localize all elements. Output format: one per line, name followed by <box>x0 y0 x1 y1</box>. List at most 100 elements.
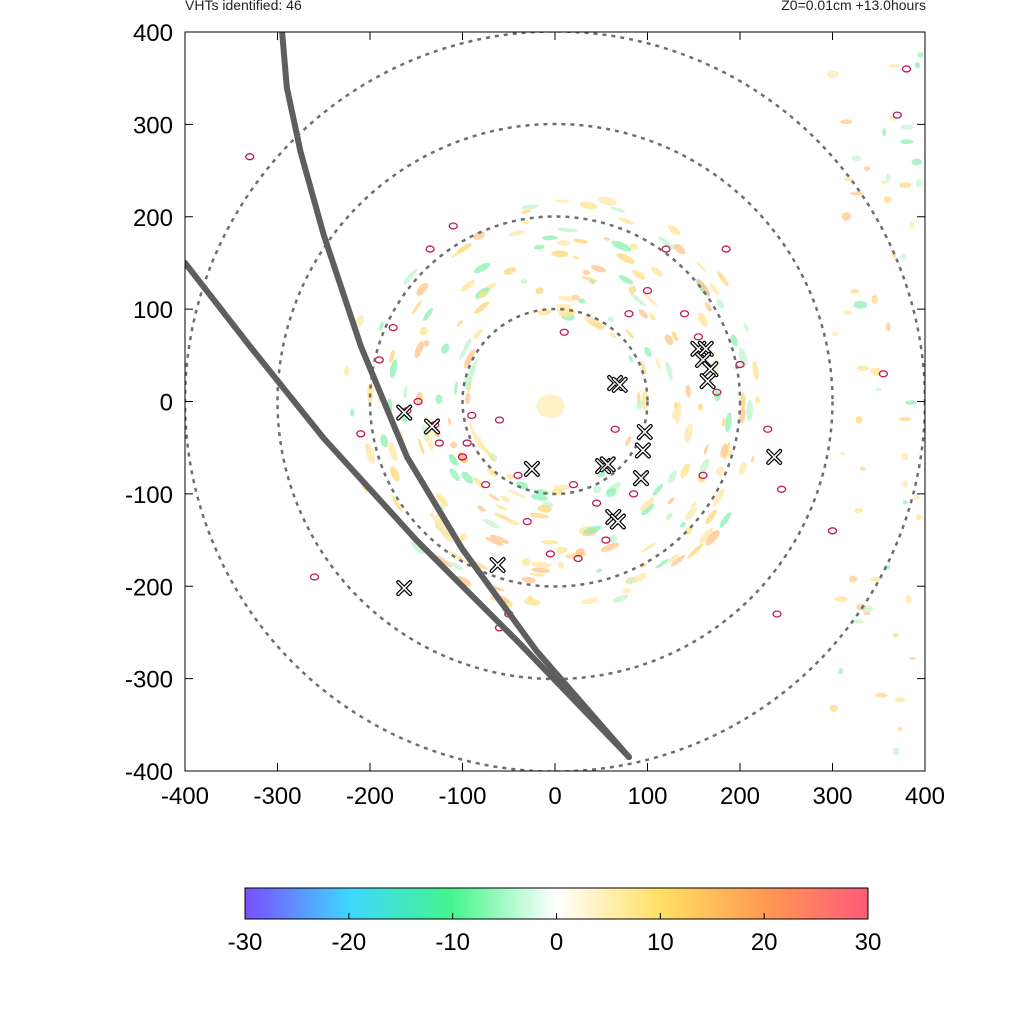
vorticity-patch <box>448 453 458 466</box>
vorticity-contour <box>901 65 912 73</box>
vorticity-patch <box>705 509 717 525</box>
vorticity-patch <box>738 462 747 476</box>
vorticity-contour <box>356 430 366 438</box>
vorticity-patch <box>590 265 607 273</box>
run-info-label: Z0=0.01cm +13.0hours <box>781 0 926 13</box>
vorticity-contour <box>545 550 556 558</box>
vorticity-contour <box>679 310 690 318</box>
vorticity-patch <box>419 326 428 336</box>
vorticity-patch <box>612 594 629 603</box>
vorticity-patch <box>626 578 636 585</box>
vorticity-patch <box>687 543 704 559</box>
vorticity-patch <box>608 534 618 543</box>
vht-marker <box>489 557 506 574</box>
vorticity-patch <box>640 360 647 375</box>
vht-marker-fill <box>634 471 648 485</box>
vorticity-patch <box>668 225 681 235</box>
vht-marker <box>599 456 616 473</box>
vorticity-patch <box>524 598 541 606</box>
vorticity-patch <box>583 315 599 325</box>
vorticity-patch <box>365 443 375 464</box>
vorticity-patch <box>507 518 520 526</box>
vorticity-patch <box>611 240 632 252</box>
vorticity-patch <box>665 361 673 381</box>
vorticity-patch <box>541 235 558 241</box>
vorticity-patch <box>917 52 924 58</box>
vht-marker <box>699 373 716 390</box>
vorticity-patch <box>520 278 528 284</box>
vorticity-patch <box>598 196 617 206</box>
vorticity-patch <box>834 596 848 602</box>
vorticity-patch <box>655 358 661 370</box>
vorticity-patch <box>541 540 558 545</box>
vorticity-patch <box>844 177 853 182</box>
vorticity-patch <box>871 294 878 304</box>
vorticity-patch <box>507 489 527 499</box>
vorticity-patch <box>478 291 487 299</box>
vorticity-patch <box>863 165 871 172</box>
vorticity-patch <box>900 253 907 261</box>
vorticity-patch <box>425 432 434 451</box>
vorticity-patch <box>555 303 573 309</box>
vorticity-patch <box>403 386 408 399</box>
vorticity-patch <box>657 236 676 250</box>
vorticity-patch <box>725 412 732 432</box>
y-tick-label: 0 <box>160 390 173 417</box>
vorticity-patch <box>618 274 634 285</box>
vorticity-contour <box>628 490 639 498</box>
vorticity-patch <box>902 480 909 488</box>
vorticity-patch <box>870 577 882 582</box>
vorticity-patch <box>639 497 655 511</box>
vorticity-patch <box>840 452 846 456</box>
vorticity-patch <box>643 293 658 307</box>
vorticity-patch <box>610 206 626 213</box>
vorticity-contour <box>309 573 320 581</box>
y-tick-label: -300 <box>125 667 173 694</box>
vorticity-patch <box>579 201 598 210</box>
vorticity-contour <box>601 536 611 544</box>
vorticity-patch <box>350 408 355 417</box>
vorticity-contour <box>878 370 889 378</box>
vht-marker <box>702 361 719 378</box>
vorticity-patch <box>474 262 491 274</box>
vorticity-patch <box>416 282 429 296</box>
vorticity-contour <box>388 323 398 332</box>
vht-marker-fill <box>397 581 412 595</box>
vorticity-patch <box>898 417 912 422</box>
vorticity-patch <box>680 463 691 478</box>
vorticity-patch <box>463 349 475 369</box>
vorticity-patch <box>852 619 864 624</box>
vorticity-patch <box>557 561 565 569</box>
vorticity-patch <box>449 551 468 563</box>
vorticity-patch <box>905 594 912 604</box>
vorticity-patch <box>746 399 754 422</box>
vorticity-patch <box>473 231 485 240</box>
vorticity-patch <box>429 512 441 525</box>
vorticity-patch <box>849 575 858 583</box>
vorticity-patch <box>750 455 755 463</box>
colorbar-tick-label: 20 <box>751 929 778 956</box>
vorticity-patch <box>527 595 534 601</box>
vorticity-patch <box>521 204 539 210</box>
vorticity-patch <box>450 441 457 449</box>
vorticity-contour <box>462 439 472 447</box>
vht-marker-fill <box>525 462 539 476</box>
vorticity-patch <box>859 466 866 471</box>
vht-marker-fill <box>703 362 718 376</box>
vorticity-patch <box>449 468 460 481</box>
vorticity-patch <box>486 467 497 477</box>
vht-marker-fill <box>600 457 615 472</box>
vorticity-patch <box>697 312 708 327</box>
vorticity-patch <box>506 473 514 480</box>
vorticity-patch <box>914 61 921 69</box>
vorticity-patch <box>715 466 725 476</box>
vorticity-patch <box>827 70 839 78</box>
vorticity-patch <box>684 507 697 521</box>
y-tick-label: 400 <box>133 20 173 47</box>
vorticity-patch <box>628 286 637 294</box>
x-tick-label: -300 <box>253 783 301 810</box>
vorticity-patch <box>829 704 838 712</box>
vorticity-patch <box>915 514 922 521</box>
vorticity-patch <box>581 276 598 282</box>
vorticity-contour <box>522 517 532 526</box>
